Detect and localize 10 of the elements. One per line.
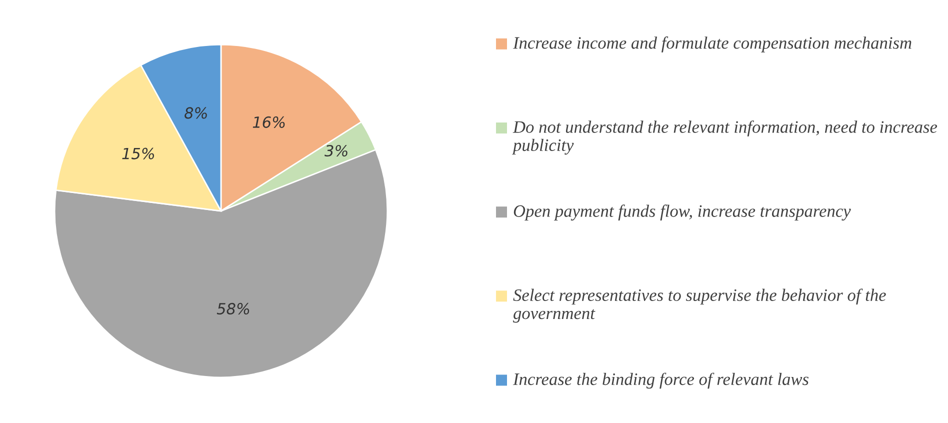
legend-label: Increase income and formulate compensation mechanism: [512, 36, 912, 52]
data-label: 8%: [184, 107, 207, 119]
legend-label: Do not understand the relevant information, need to increase publicity: [512, 120, 938, 155]
legend-label: Select representatives to supervise the behavior of the government: [513, 288, 886, 323]
legend-label: Increase the binding force of relevant laws: [512, 372, 808, 389]
data-label: 58%: [216, 302, 250, 314]
data-label: 16%: [252, 116, 285, 128]
data-label: 15%: [122, 148, 154, 160]
legend-label: Open payment funds flow, increase transparency: [514, 204, 851, 221]
data-label: 3%: [324, 144, 348, 157]
